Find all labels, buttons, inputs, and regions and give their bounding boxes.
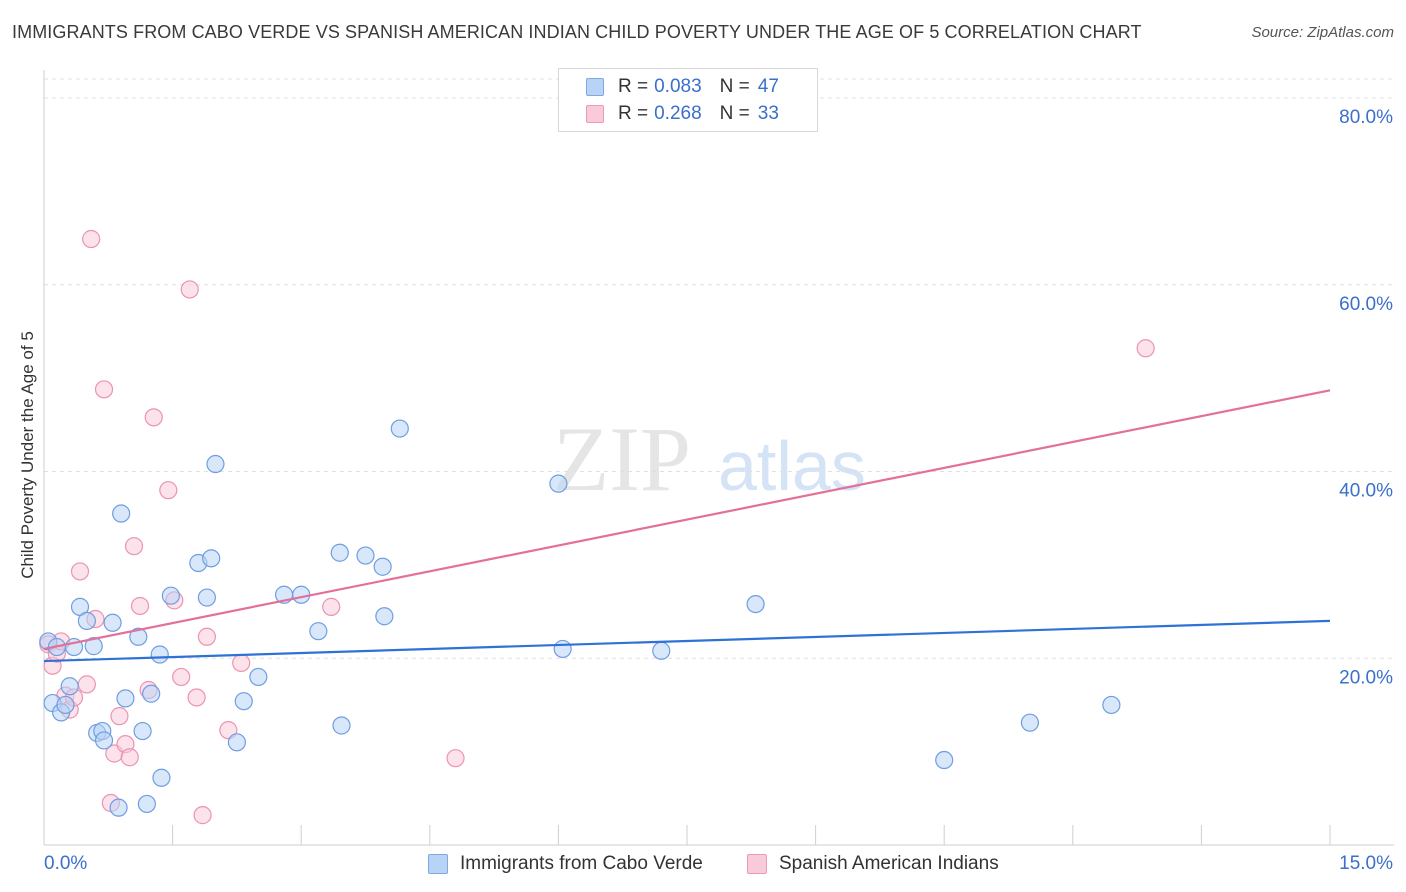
point-spanish-american-indian <box>1136 339 1155 358</box>
point-cabo-verde <box>129 627 148 646</box>
point-spanish-american-indian <box>172 667 191 687</box>
legend-n-label: N = <box>719 76 750 97</box>
legend-row-spanish-american-indians: R = 0.268 N = 33 <box>586 102 779 126</box>
point-spanish-american-indian <box>180 280 199 299</box>
point-cabo-verde <box>356 546 375 565</box>
point-spanish-american-indian <box>197 627 216 646</box>
y-tick-label: 20.0% <box>1339 667 1393 688</box>
chart-title: IMMIGRANTS FROM CABO VERDE VS SPANISH AM… <box>12 22 1142 42</box>
legend-swatch-pink <box>586 105 604 123</box>
point-cabo-verde <box>109 798 128 817</box>
bottom-legend-label: Immigrants from Cabo Verde <box>460 853 703 874</box>
point-cabo-verde <box>249 667 268 687</box>
point-cabo-verde <box>227 733 246 752</box>
legend-n-value: 33 <box>757 103 779 124</box>
legend-row-cabo-verde: R = 0.083 N = 47 <box>586 75 779 99</box>
source-label: Source: ZipAtlas.com <box>1251 24 1394 41</box>
point-cabo-verde <box>150 645 169 664</box>
point-cabo-verde <box>77 611 96 631</box>
point-spanish-american-indian <box>110 707 129 726</box>
x-tick-label-min: 0.0% <box>44 853 87 874</box>
legend-swatch-blue <box>586 78 604 96</box>
point-cabo-verde <box>94 731 114 750</box>
legend-r-label: R = <box>618 76 649 97</box>
bottom-legend-spanish-american-indians: Spanish American Indians <box>747 851 999 877</box>
legend-r-value: 0.083 <box>654 76 702 97</box>
point-cabo-verde <box>137 794 156 814</box>
bottom-legend-swatch-pink <box>747 854 767 874</box>
point-cabo-verde <box>1020 713 1040 732</box>
point-cabo-verde <box>292 585 311 604</box>
point-cabo-verde <box>84 637 103 656</box>
watermark-zip: ZIP <box>553 408 691 510</box>
trend-lines <box>43 389 1331 663</box>
point-spanish-american-indian <box>82 229 101 249</box>
point-cabo-verde <box>112 504 131 523</box>
point-spanish-american-indian <box>77 675 96 694</box>
point-cabo-verde <box>935 750 954 770</box>
grid-lines <box>44 78 1394 659</box>
point-cabo-verde <box>152 768 171 787</box>
point-spanish-american-indian <box>144 408 163 427</box>
point-cabo-verde <box>206 454 225 474</box>
legend-r-label: R = <box>618 103 649 124</box>
point-cabo-verde <box>133 721 152 741</box>
point-cabo-verde <box>553 639 572 659</box>
point-cabo-verde <box>202 549 221 568</box>
y-tick-label: 80.0% <box>1339 107 1393 128</box>
bottom-legend-cabo-verde: Immigrants from Cabo Verde <box>428 851 703 877</box>
point-spanish-american-indian <box>446 749 465 768</box>
trend-line-spanish-american-indians <box>43 389 1331 650</box>
point-spanish-american-indian <box>187 688 206 707</box>
point-spanish-american-indian <box>159 481 178 500</box>
legend-n-value: 47 <box>757 76 779 97</box>
point-cabo-verde <box>116 689 135 708</box>
point-cabo-verde <box>1102 695 1121 715</box>
point-cabo-verde <box>332 716 351 735</box>
point-cabo-verde <box>375 607 394 626</box>
bottom-legend-swatch-blue <box>428 854 448 874</box>
point-spanish-american-indian <box>232 653 251 673</box>
point-cabo-verde <box>142 684 161 703</box>
point-cabo-verde <box>309 622 328 641</box>
point-cabo-verde <box>390 419 409 438</box>
point-spanish-american-indian <box>94 380 114 399</box>
point-spanish-american-indian <box>130 596 150 616</box>
trend-line-cabo-verde <box>43 619 1331 663</box>
point-cabo-verde <box>746 594 765 614</box>
point-cabo-verde <box>652 641 671 660</box>
point-spanish-american-indian <box>70 562 90 581</box>
point-cabo-verde <box>197 588 216 607</box>
watermark: ZIP atlas <box>553 408 866 510</box>
correlation-legend: R = 0.083 N = 47 R = 0.268 N = 33 <box>558 68 818 132</box>
series-spanish-american-indians <box>39 229 1155 825</box>
point-cabo-verde <box>373 557 392 576</box>
point-cabo-verde <box>60 677 79 696</box>
legend-n-label: N = <box>719 103 750 124</box>
x-tick-label-max: 15.0% <box>1339 853 1393 874</box>
legend-r-value: 0.268 <box>654 103 702 124</box>
watermark-atlas: atlas <box>718 427 866 505</box>
tick-labels: 20.0% 40.0% 60.0% 80.0% 0.0% 15.0% <box>44 107 1393 874</box>
point-cabo-verde <box>549 474 568 493</box>
point-spanish-american-indian <box>193 806 212 825</box>
point-spanish-american-indian <box>124 537 144 556</box>
point-spanish-american-indian <box>322 597 341 616</box>
point-cabo-verde <box>330 543 349 562</box>
bottom-legend-label: Spanish American Indians <box>779 853 999 874</box>
series-immigrants-cabo-verde <box>39 419 1121 817</box>
point-cabo-verde <box>234 692 253 711</box>
point-cabo-verde <box>56 695 75 715</box>
y-tick-label: 40.0% <box>1339 481 1393 502</box>
axes <box>43 70 1394 846</box>
point-cabo-verde <box>161 586 180 605</box>
y-tick-label: 60.0% <box>1339 294 1393 315</box>
point-cabo-verde <box>103 613 122 632</box>
point-spanish-american-indian <box>120 748 139 767</box>
